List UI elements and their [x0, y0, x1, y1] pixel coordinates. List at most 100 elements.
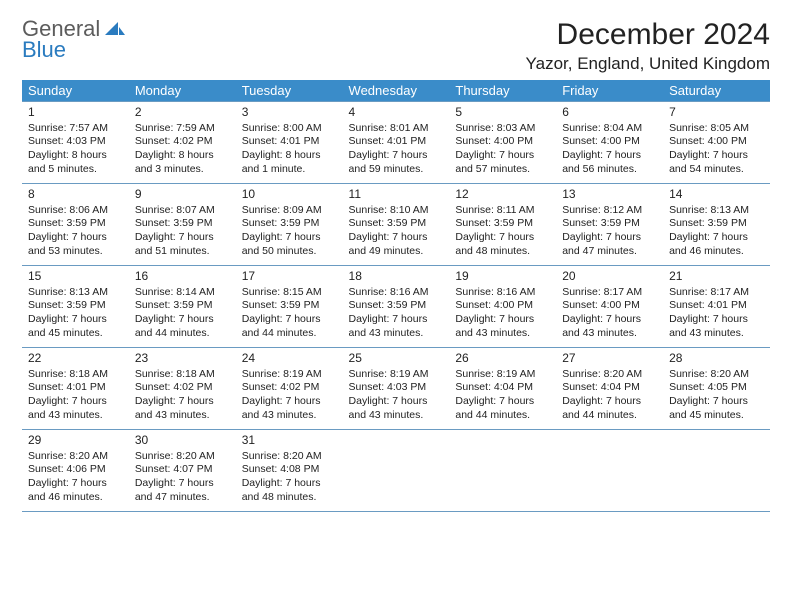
weekday-header: Monday	[129, 80, 236, 102]
sunrise-text: Sunrise: 8:14 AM	[135, 286, 230, 300]
sunset-text: Sunset: 4:04 PM	[562, 381, 657, 395]
sunrise-text: Sunrise: 8:00 AM	[242, 122, 337, 136]
daylight-text: Daylight: 7 hours and 43 minutes.	[135, 395, 230, 422]
sunset-text: Sunset: 4:00 PM	[562, 135, 657, 149]
logo: General Blue	[22, 18, 125, 61]
calendar-day-cell: 23Sunrise: 8:18 AMSunset: 4:02 PMDayligh…	[129, 348, 236, 430]
calendar-day-cell: 15Sunrise: 8:13 AMSunset: 3:59 PMDayligh…	[22, 266, 129, 348]
day-number: 13	[562, 187, 657, 203]
calendar-week-row: 1Sunrise: 7:57 AMSunset: 4:03 PMDaylight…	[22, 102, 770, 184]
sunrise-text: Sunrise: 7:59 AM	[135, 122, 230, 136]
calendar-day-cell: 28Sunrise: 8:20 AMSunset: 4:05 PMDayligh…	[663, 348, 770, 430]
sunrise-text: Sunrise: 8:20 AM	[28, 450, 123, 464]
sunrise-text: Sunrise: 8:19 AM	[349, 368, 444, 382]
daylight-text: Daylight: 7 hours and 57 minutes.	[455, 149, 550, 176]
sunset-text: Sunset: 4:00 PM	[669, 135, 764, 149]
day-number: 1	[28, 105, 123, 121]
sunrise-text: Sunrise: 8:03 AM	[455, 122, 550, 136]
sunrise-text: Sunrise: 7:57 AM	[28, 122, 123, 136]
day-number: 24	[242, 351, 337, 367]
day-number: 2	[135, 105, 230, 121]
calendar-week-row: 8Sunrise: 8:06 AMSunset: 3:59 PMDaylight…	[22, 184, 770, 266]
sunrise-text: Sunrise: 8:20 AM	[669, 368, 764, 382]
sunset-text: Sunset: 3:59 PM	[242, 217, 337, 231]
sunrise-text: Sunrise: 8:16 AM	[455, 286, 550, 300]
day-number: 21	[669, 269, 764, 285]
calendar-day-cell: 5Sunrise: 8:03 AMSunset: 4:00 PMDaylight…	[449, 102, 556, 184]
calendar-day-cell: 6Sunrise: 8:04 AMSunset: 4:00 PMDaylight…	[556, 102, 663, 184]
day-number: 23	[135, 351, 230, 367]
weekday-header: Wednesday	[343, 80, 450, 102]
sunset-text: Sunset: 4:00 PM	[562, 299, 657, 313]
sunrise-text: Sunrise: 8:05 AM	[669, 122, 764, 136]
weekday-header: Thursday	[449, 80, 556, 102]
calendar-week-row: 29Sunrise: 8:20 AMSunset: 4:06 PMDayligh…	[22, 430, 770, 512]
calendar-empty-cell	[449, 430, 556, 512]
calendar-day-cell: 26Sunrise: 8:19 AMSunset: 4:04 PMDayligh…	[449, 348, 556, 430]
calendar-empty-cell	[343, 430, 450, 512]
calendar-day-cell: 22Sunrise: 8:18 AMSunset: 4:01 PMDayligh…	[22, 348, 129, 430]
day-number: 20	[562, 269, 657, 285]
sunrise-text: Sunrise: 8:13 AM	[669, 204, 764, 218]
daylight-text: Daylight: 7 hours and 46 minutes.	[669, 231, 764, 258]
sunrise-text: Sunrise: 8:17 AM	[669, 286, 764, 300]
sunrise-text: Sunrise: 8:19 AM	[455, 368, 550, 382]
sunset-text: Sunset: 4:08 PM	[242, 463, 337, 477]
calendar-empty-cell	[663, 430, 770, 512]
calendar-week-row: 22Sunrise: 8:18 AMSunset: 4:01 PMDayligh…	[22, 348, 770, 430]
daylight-text: Daylight: 7 hours and 50 minutes.	[242, 231, 337, 258]
day-number: 8	[28, 187, 123, 203]
daylight-text: Daylight: 7 hours and 48 minutes.	[242, 477, 337, 504]
sunrise-text: Sunrise: 8:18 AM	[28, 368, 123, 382]
weekday-header: Saturday	[663, 80, 770, 102]
calendar-day-cell: 29Sunrise: 8:20 AMSunset: 4:06 PMDayligh…	[22, 430, 129, 512]
day-number: 30	[135, 433, 230, 449]
day-number: 3	[242, 105, 337, 121]
sunset-text: Sunset: 4:05 PM	[669, 381, 764, 395]
calendar-day-cell: 9Sunrise: 8:07 AMSunset: 3:59 PMDaylight…	[129, 184, 236, 266]
sunset-text: Sunset: 4:00 PM	[455, 135, 550, 149]
calendar-day-cell: 24Sunrise: 8:19 AMSunset: 4:02 PMDayligh…	[236, 348, 343, 430]
calendar-day-cell: 12Sunrise: 8:11 AMSunset: 3:59 PMDayligh…	[449, 184, 556, 266]
calendar-day-cell: 30Sunrise: 8:20 AMSunset: 4:07 PMDayligh…	[129, 430, 236, 512]
month-title: December 2024	[526, 18, 770, 52]
sunrise-text: Sunrise: 8:19 AM	[242, 368, 337, 382]
daylight-text: Daylight: 7 hours and 43 minutes.	[349, 395, 444, 422]
calendar-table: Sunday Monday Tuesday Wednesday Thursday…	[22, 80, 770, 512]
day-number: 16	[135, 269, 230, 285]
sunrise-text: Sunrise: 8:06 AM	[28, 204, 123, 218]
day-number: 18	[349, 269, 444, 285]
calendar-day-cell: 25Sunrise: 8:19 AMSunset: 4:03 PMDayligh…	[343, 348, 450, 430]
sunset-text: Sunset: 4:02 PM	[135, 135, 230, 149]
calendar-day-cell: 18Sunrise: 8:16 AMSunset: 3:59 PMDayligh…	[343, 266, 450, 348]
sunrise-text: Sunrise: 8:20 AM	[242, 450, 337, 464]
daylight-text: Daylight: 7 hours and 59 minutes.	[349, 149, 444, 176]
daylight-text: Daylight: 7 hours and 46 minutes.	[28, 477, 123, 504]
daylight-text: Daylight: 8 hours and 5 minutes.	[28, 149, 123, 176]
daylight-text: Daylight: 7 hours and 45 minutes.	[669, 395, 764, 422]
calendar-day-cell: 21Sunrise: 8:17 AMSunset: 4:01 PMDayligh…	[663, 266, 770, 348]
day-number: 22	[28, 351, 123, 367]
sunrise-text: Sunrise: 8:15 AM	[242, 286, 337, 300]
daylight-text: Daylight: 7 hours and 54 minutes.	[669, 149, 764, 176]
calendar-day-cell: 11Sunrise: 8:10 AMSunset: 3:59 PMDayligh…	[343, 184, 450, 266]
day-number: 7	[669, 105, 764, 121]
sunset-text: Sunset: 3:59 PM	[349, 217, 444, 231]
daylight-text: Daylight: 7 hours and 56 minutes.	[562, 149, 657, 176]
sunset-text: Sunset: 3:59 PM	[135, 299, 230, 313]
sunset-text: Sunset: 3:59 PM	[562, 217, 657, 231]
daylight-text: Daylight: 7 hours and 44 minutes.	[242, 313, 337, 340]
sunrise-text: Sunrise: 8:10 AM	[349, 204, 444, 218]
sunrise-text: Sunrise: 8:16 AM	[349, 286, 444, 300]
day-number: 9	[135, 187, 230, 203]
calendar-day-cell: 7Sunrise: 8:05 AMSunset: 4:00 PMDaylight…	[663, 102, 770, 184]
sunset-text: Sunset: 3:59 PM	[455, 217, 550, 231]
sunset-text: Sunset: 4:01 PM	[669, 299, 764, 313]
daylight-text: Daylight: 7 hours and 43 minutes.	[669, 313, 764, 340]
sunrise-text: Sunrise: 8:13 AM	[28, 286, 123, 300]
sunset-text: Sunset: 4:03 PM	[28, 135, 123, 149]
sunset-text: Sunset: 4:02 PM	[135, 381, 230, 395]
sunset-text: Sunset: 3:59 PM	[28, 217, 123, 231]
sunset-text: Sunset: 3:59 PM	[135, 217, 230, 231]
day-number: 17	[242, 269, 337, 285]
